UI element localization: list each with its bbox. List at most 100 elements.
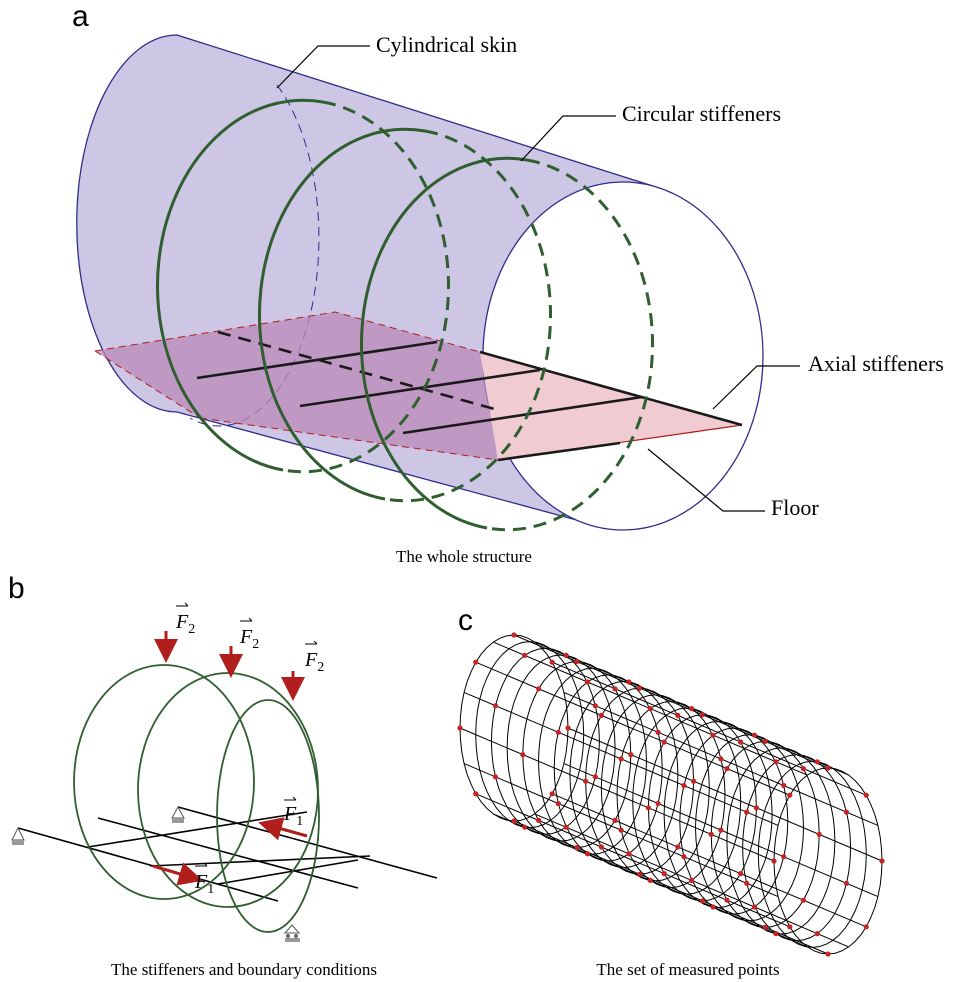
measured-point xyxy=(492,774,499,780)
measured-point xyxy=(681,854,687,860)
measured-point xyxy=(618,756,624,762)
measured-point xyxy=(762,738,768,745)
measured-point xyxy=(583,778,589,784)
measured-point xyxy=(744,880,750,886)
label-f2-first: F2 xyxy=(175,611,195,637)
label-f2-third: F2 xyxy=(304,649,324,675)
measured-point xyxy=(511,818,517,824)
measured-point xyxy=(724,897,730,903)
measured-point xyxy=(773,931,779,937)
measured-point xyxy=(645,805,652,811)
measured-point xyxy=(738,739,744,745)
measured-point xyxy=(843,809,850,815)
measured-point xyxy=(751,732,758,738)
measured-point xyxy=(549,791,555,797)
axial-stiffeners xyxy=(196,330,743,462)
measured-point xyxy=(563,652,569,659)
measured-point xyxy=(492,703,499,709)
measured-point xyxy=(626,679,632,685)
measured-point xyxy=(555,800,561,807)
measured-point xyxy=(661,739,667,745)
measured-point xyxy=(843,880,850,886)
measured-point xyxy=(708,831,714,838)
measured-point xyxy=(724,766,730,772)
measured-point xyxy=(661,871,667,877)
measured-point xyxy=(675,712,681,719)
measured-point xyxy=(800,766,807,772)
measured-point xyxy=(584,679,591,685)
measured-mesh xyxy=(459,634,883,955)
measured-point xyxy=(718,827,724,833)
measured-point xyxy=(647,706,653,712)
measured-point xyxy=(549,659,555,665)
measured-point xyxy=(787,924,793,930)
force-arrow-icon xyxy=(154,631,305,701)
beams xyxy=(17,806,438,902)
measured-point xyxy=(675,844,681,850)
floor-edge-left xyxy=(94,350,201,419)
measured-point xyxy=(781,782,787,789)
measured-point xyxy=(825,765,831,771)
measured-point xyxy=(681,782,687,789)
measured-point xyxy=(816,831,822,838)
measured-point xyxy=(637,685,643,691)
measured-point xyxy=(879,858,885,864)
measured-point xyxy=(522,824,528,830)
label-circular-stiffeners: Circular stiffeners xyxy=(622,101,781,126)
caption-a: The whole structure xyxy=(396,547,532,566)
panel-b: b xyxy=(8,572,438,979)
label-f1-upper: F1 xyxy=(283,803,303,829)
measured-point xyxy=(457,725,463,731)
measured-point xyxy=(699,712,706,718)
measured-point xyxy=(655,800,661,807)
measured-point xyxy=(699,898,706,904)
measured-point xyxy=(787,792,793,798)
measured-point xyxy=(738,871,744,877)
measured-point xyxy=(814,759,820,765)
label-f2-second: F2 xyxy=(239,626,259,652)
measured-points xyxy=(457,632,885,957)
leader-lines xyxy=(276,45,800,512)
measured-point xyxy=(511,632,517,638)
panel-letter-b: b xyxy=(8,572,25,605)
measured-point xyxy=(814,931,820,937)
circular-stiffeners xyxy=(155,98,655,532)
caption-c: The set of measured points xyxy=(596,960,779,979)
label-axial-stiffeners: Axial stiffeners xyxy=(808,351,944,376)
measured-point xyxy=(626,851,632,857)
measured-point xyxy=(825,951,831,957)
measured-point xyxy=(762,924,768,931)
measured-point xyxy=(592,774,598,780)
measured-point xyxy=(612,817,618,824)
measured-point xyxy=(753,805,760,811)
measured-point xyxy=(592,703,598,709)
pinned-support-icon xyxy=(171,805,185,823)
panel-letter-c: c xyxy=(458,604,473,637)
measured-point xyxy=(689,706,695,712)
measured-point xyxy=(598,844,605,850)
measured-point xyxy=(773,759,779,765)
label-floor: Floor xyxy=(771,495,819,520)
floor-front xyxy=(480,352,742,460)
measured-point xyxy=(574,659,580,665)
force-arrow-icon xyxy=(152,817,308,886)
measured-point xyxy=(565,725,571,731)
measured-point xyxy=(584,851,591,857)
measured-point xyxy=(522,652,528,659)
measured-point xyxy=(555,729,561,735)
measured-point xyxy=(691,778,697,784)
panel-c: c The set of measured points xyxy=(457,604,885,979)
measured-point xyxy=(536,817,542,824)
measured-point xyxy=(473,791,479,797)
measured-point xyxy=(612,686,618,692)
measured-point xyxy=(781,854,787,860)
floor-edge-near xyxy=(199,417,499,461)
measured-point xyxy=(689,877,695,884)
measured-point xyxy=(771,858,777,864)
measured-point xyxy=(618,827,624,833)
measured-point xyxy=(574,845,580,851)
measured-point xyxy=(863,792,869,798)
measured-point xyxy=(637,871,643,877)
measured-point xyxy=(751,904,758,910)
